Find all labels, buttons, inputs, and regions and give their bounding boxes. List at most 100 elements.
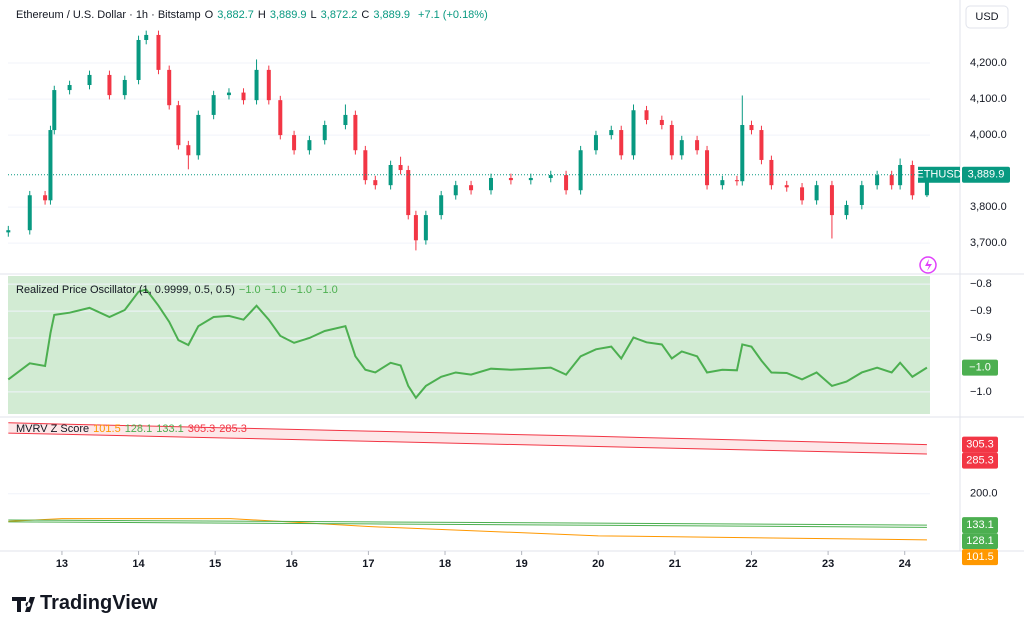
candle-body	[769, 159, 774, 186]
candle-body	[695, 140, 700, 151]
candle-body	[609, 130, 614, 136]
candle-body	[679, 140, 684, 156]
alert-icon[interactable]	[919, 256, 937, 274]
y-tick-label: −0.9	[970, 332, 992, 344]
price-label: 3,889.9	[968, 169, 1005, 181]
x-tick-label: 16	[286, 558, 298, 570]
candle-body	[593, 135, 598, 151]
candle-body	[156, 34, 161, 70]
legend-key: O	[204, 9, 214, 21]
candle-body	[196, 114, 201, 156]
x-tick-label: 14	[132, 558, 145, 570]
value-label-box	[962, 549, 998, 566]
candle-body	[388, 165, 393, 186]
candle-body	[548, 175, 553, 178]
candle-body	[924, 174, 929, 196]
candle-body	[48, 130, 53, 201]
currency-button[interactable]	[965, 5, 1009, 29]
x-tick-label: 21	[669, 558, 681, 570]
legend-values: −1.0 −1.0 −1.0 −1.0	[239, 284, 342, 296]
candle-body	[910, 165, 915, 196]
candle-body	[241, 92, 246, 101]
series-line	[8, 432, 927, 455]
candle-body	[759, 130, 764, 160]
price-legend: Ethereum / U.S. Dollar · 1h · Bitstamp O 3…	[16, 9, 492, 21]
candle-body	[619, 130, 624, 156]
candle-body	[631, 110, 636, 156]
legend-value: −1.0	[290, 284, 313, 296]
legend-value: −1.0	[238, 284, 261, 296]
candle-body	[413, 215, 418, 241]
legend-value: 128.1	[124, 423, 153, 435]
legend-title: MVRV Z Score	[16, 423, 90, 435]
legend-value: 3,889.9	[373, 9, 411, 21]
series-line	[8, 521, 927, 528]
candle-body	[322, 125, 327, 141]
candle-body	[488, 177, 493, 191]
value-label: 285.3	[966, 455, 994, 467]
x-tick-label: 15	[209, 558, 221, 570]
symbol-label: ETHUSD	[916, 169, 961, 181]
series-line	[8, 519, 927, 526]
currency[interactable]: USD	[975, 11, 998, 23]
value-label: −1.0	[969, 362, 991, 374]
value-label: 101.5	[966, 551, 994, 563]
value-label-box	[962, 436, 998, 453]
candle-body	[898, 165, 903, 186]
legend-value: −1.0	[264, 284, 287, 296]
candle-body	[107, 74, 112, 96]
y-tick-label: −0.9	[970, 305, 992, 317]
candle-body	[278, 100, 283, 136]
candle-body	[875, 175, 880, 186]
candle-body	[889, 175, 894, 186]
legend-key: H	[257, 9, 266, 21]
legend-value: 3,889.9	[269, 9, 307, 21]
value-label-box	[962, 533, 998, 550]
legend-key: C	[361, 9, 370, 21]
value-label: 133.1	[966, 519, 994, 531]
candle-body	[87, 74, 92, 86]
candle-body	[144, 34, 149, 40]
y-tick-label: 3,700.0	[970, 237, 1007, 249]
legend-values: 101.5 128.1 133.1 305.3 285.3	[93, 423, 251, 435]
x-tick-label: 22	[745, 558, 757, 570]
candle-body	[266, 69, 271, 101]
value-label-box	[962, 517, 998, 534]
candle-body	[720, 180, 725, 186]
y-tick-label: 3,800.0	[970, 201, 1007, 213]
candle-body	[254, 69, 259, 101]
candle-body	[528, 177, 533, 181]
legend-value: 285.3	[219, 423, 247, 435]
candle-body	[734, 180, 739, 182]
x-tick-label: 13	[56, 558, 68, 570]
y-tick-label: 4,200.0	[970, 57, 1007, 69]
value-label: 128.1	[966, 535, 994, 547]
candle-body	[27, 195, 32, 231]
candle-body	[406, 170, 411, 216]
candle-body	[740, 125, 745, 182]
band-fill	[8, 422, 927, 454]
candle-body	[749, 125, 754, 131]
legend-value: 3,882.7	[217, 9, 254, 21]
symbol-box	[918, 166, 960, 183]
y-tick-label: 4,000.0	[970, 129, 1007, 141]
candle-body	[644, 110, 649, 120]
brand: TradingView	[40, 592, 158, 614]
legend-value: 101.5	[93, 423, 121, 435]
candle-body	[859, 185, 864, 205]
candle-body	[578, 150, 583, 191]
legend-key: L	[310, 9, 317, 21]
candle-body	[784, 185, 789, 188]
candle-body	[307, 140, 312, 151]
candle-body	[398, 165, 403, 171]
value-label: 305.3	[966, 439, 994, 451]
candle-body	[373, 180, 378, 186]
candle-body	[6, 230, 11, 233]
candle-body	[343, 114, 348, 126]
candle-body	[353, 114, 358, 151]
series-line	[8, 422, 927, 446]
candle-body	[43, 195, 48, 201]
series-line	[7, 288, 928, 400]
